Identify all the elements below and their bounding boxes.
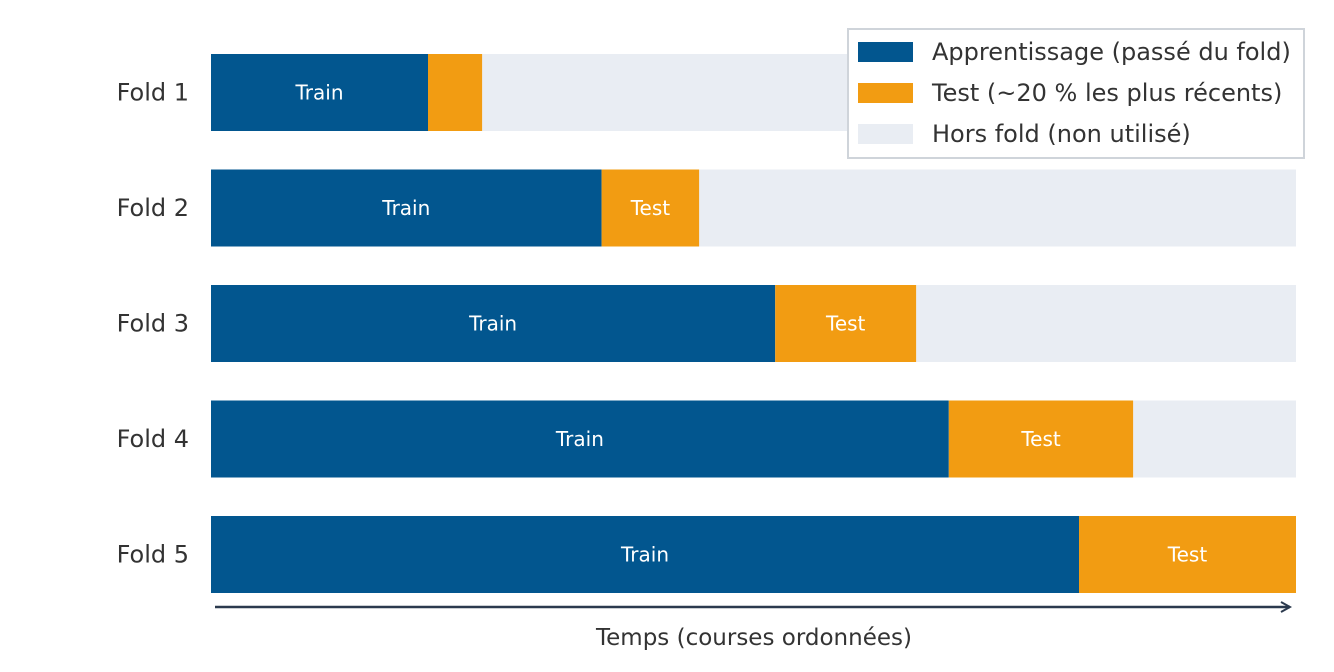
bar-segment-test <box>601 169 700 247</box>
bar-segment-train <box>211 285 776 362</box>
bar-segment-test <box>948 400 1134 478</box>
bar-segment-unused <box>1133 400 1296 478</box>
x-axis-title: Temps (courses ordonnées) <box>595 625 912 651</box>
bar-segment-train <box>211 54 428 131</box>
bar-label-test: Test <box>1167 543 1208 567</box>
legend-label-test: Test (~20 % les plus récents) <box>931 79 1282 107</box>
bar-segment-test <box>428 54 483 131</box>
fold-label: Fold 2 <box>117 194 189 222</box>
legend-swatch-test <box>858 83 913 103</box>
legend-box <box>847 28 1305 159</box>
bar-segment-train <box>211 169 602 247</box>
legend-swatch-unused <box>858 124 913 144</box>
bar-segment-train <box>211 400 949 478</box>
legend-swatch-train <box>858 42 913 62</box>
legend-label-unused: Hors fold (non utilisé) <box>932 120 1191 148</box>
bar-segment-test <box>1079 516 1296 593</box>
bar-label-test: Test <box>630 196 671 220</box>
bar-segment-test <box>775 285 917 362</box>
bar-label-train: Train <box>381 196 430 220</box>
bar-label-train: Train <box>295 81 344 105</box>
bar-label-train: Train <box>468 312 517 336</box>
fold-label: Fold 1 <box>117 79 189 107</box>
fold-label: Fold 4 <box>117 425 189 453</box>
legend: Apprentissage (passé du fold) Test (~20 … <box>847 28 1305 159</box>
bar-label-train: Train <box>555 427 604 451</box>
bar-segment-unused <box>699 169 1296 247</box>
fold-label: Fold 5 <box>117 541 189 569</box>
bar-label-test: Test <box>825 312 866 336</box>
bar-segment-train <box>211 516 1079 593</box>
bar-label-train: Train <box>620 543 669 567</box>
fold-label: Fold 3 <box>117 310 189 338</box>
bar-segment-unused <box>916 285 1296 362</box>
bar-label-test: Test <box>1020 427 1061 451</box>
legend-label-train: Apprentissage (passé du fold) <box>932 38 1291 66</box>
